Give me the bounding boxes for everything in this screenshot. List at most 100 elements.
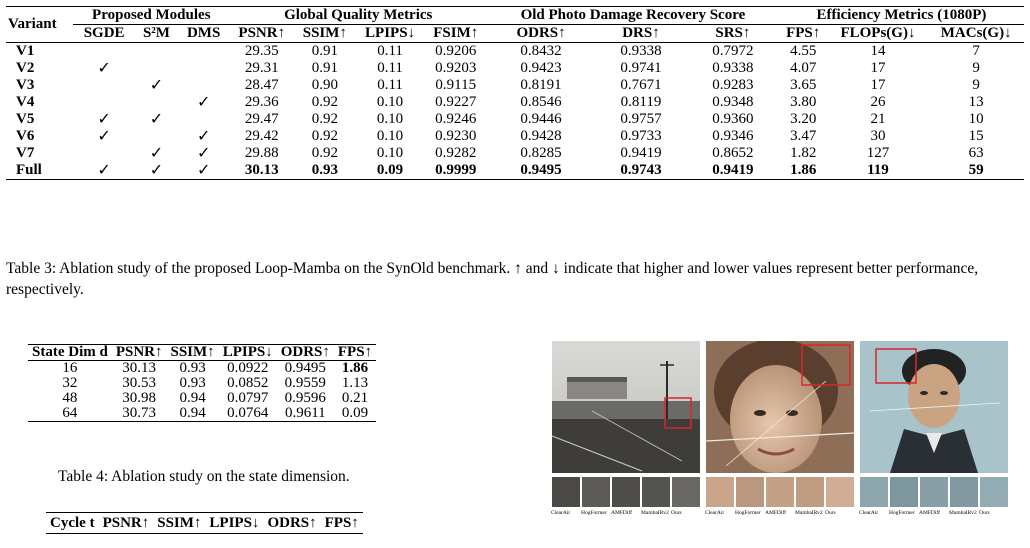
variant-name: V4 [16,94,35,110]
method-thumbnail [766,477,794,507]
column-header-row: Cycle t PSNR↑ SSIM↑ LPIPS↓ ODRS↑ FPS↑ [46,512,363,534]
table-cell: 0.11 [377,43,403,59]
variant-name: V2 [16,60,35,76]
qualitative-figure: ClearAir HogFormer AMFDiff MambaIRv2 Ours Cle… [548,341,1008,521]
method-label: ClearAir [859,510,879,516]
column-header: Cycle t [50,515,95,531]
column-header: LPIPS↓ [209,515,260,531]
column-header: FLOPs(G)↓ [840,25,916,41]
ablation-table: Variant Proposed Modules Global Quality … [6,6,1024,180]
module-check [73,77,135,94]
table-cell: 30.13 [244,162,279,178]
method-label: AMFDiff [765,510,786,516]
table-cell: 64 [62,405,78,421]
header-variant: Variant [8,16,57,32]
table-cell: 0.9559 [284,375,326,391]
table-cell: 0.0797 [227,390,269,406]
table-cell: 26 [870,94,886,110]
table-cell: 0.0922 [227,360,269,376]
header-recovery-score: Old Photo Damage Recovery Score [487,6,779,25]
table-cell: 28.47 [244,77,279,93]
table-cell: 3.20 [790,111,817,127]
table-cell: 0.9495 [520,162,562,178]
table-cell: 29.88 [244,145,279,161]
table-cell: 0.9446 [520,111,562,127]
table-cell: 0.09 [376,162,404,178]
method-thumbnail [706,477,734,507]
method-label: ClearAir [705,510,725,516]
table-cell: 29.36 [244,94,279,110]
header-proposed-modules: Proposed Modules [73,6,230,25]
method-thumbnail [796,477,824,507]
variant-name: Full [16,162,42,178]
cycle-table: Cycle t PSNR↑ SSIM↑ LPIPS↓ ODRS↑ FPS↑ [46,512,363,534]
method-label: MambaIRv2 [641,510,669,516]
table-cell: 0.9115 [435,77,477,93]
column-header: FPS↑ [337,344,373,360]
variant-name: V7 [16,145,35,161]
table-cell: 0.0852 [227,375,269,391]
table-cell: 0.0764 [227,405,269,421]
table-cell: 0.9743 [620,162,662,178]
table-cell: 0.11 [377,77,403,93]
table-cell: 59 [968,162,984,178]
table-cell: 0.11 [377,60,403,76]
table-cell: 0.7972 [712,43,754,59]
table-cell: 1.86 [790,162,817,178]
table-row: 32 30.53 0.93 0.0852 0.9559 1.13 [28,376,376,391]
module-check [135,94,178,111]
table-cell: 0.8652 [712,145,754,161]
table-cell: 0.90 [311,77,338,93]
module-check: ✓ [97,162,111,179]
table-cell: 1.82 [790,145,817,161]
table-cell: 119 [867,162,889,178]
module-check [178,43,230,61]
module-check [178,111,230,128]
module-check: ✓ [97,128,111,145]
table-cell: 30.53 [122,375,157,391]
table-cell: 0.92 [311,94,338,110]
table-cell: 0.8119 [620,94,662,110]
table-cell: 0.9495 [284,360,326,376]
variant-name: V5 [16,111,35,127]
table-row: V5 ✓ ✓ 29.47 0.92 0.10 0.9246 0.9446 0.9757 0.936… [6,111,1024,128]
table-cell: 0.94 [179,405,206,421]
table-cell: 0.9423 [520,60,562,76]
method-thumbnail [826,477,854,507]
module-check: ✓ [97,111,111,128]
module-check [135,43,178,61]
method-label: AMFDiff [611,510,632,516]
table-cell: 9 [972,60,980,76]
table-row: V6 ✓ ✓ 29.42 0.92 0.10 0.9230 0.9428 0.9733 0.934… [6,128,1024,145]
table-cell: 0.9757 [620,111,662,127]
module-check: ✓ [196,162,211,179]
method-thumbnail [672,477,700,507]
portrait-man-photo [860,341,1008,473]
module-check [178,77,230,94]
module-check: ✓ [149,145,164,162]
table-cell: 30 [870,128,886,144]
table-body: V1 29.35 0.91 0.11 0.9206 0.8432 0.9338 0.7972 4… [6,42,1024,180]
method-thumbnail [890,477,918,507]
method-thumbnail [860,477,888,507]
table-cell: 0.9419 [712,162,754,178]
table-cell: 30.98 [122,390,157,406]
table-row: 16 30.13 0.93 0.0922 0.9495 1.86 [28,361,376,377]
table-cell: 9 [972,77,980,93]
table-cell: 32 [62,375,78,391]
table-cell: 0.8191 [520,77,562,93]
method-label: AMFDiff [919,510,940,516]
table3-caption: Table 3: Ablation study of the proposed … [6,260,979,298]
table-cell: 21 [870,111,886,127]
table-cell: 0.9246 [435,111,477,127]
table-cell: 7 [972,43,980,59]
table-cell: 0.9206 [435,43,477,59]
table-cell: 0.9999 [435,162,477,178]
module-check [73,94,135,111]
table-cell: 0.8285 [520,145,562,161]
column-header: SSIM↑ [157,515,202,531]
column-header: SSIM↑ [302,25,347,41]
table-cell: 0.9596 [284,390,326,406]
module-check: ✓ [97,60,111,77]
table-row: 64 30.73 0.94 0.0764 0.9611 0.09 [28,405,377,422]
